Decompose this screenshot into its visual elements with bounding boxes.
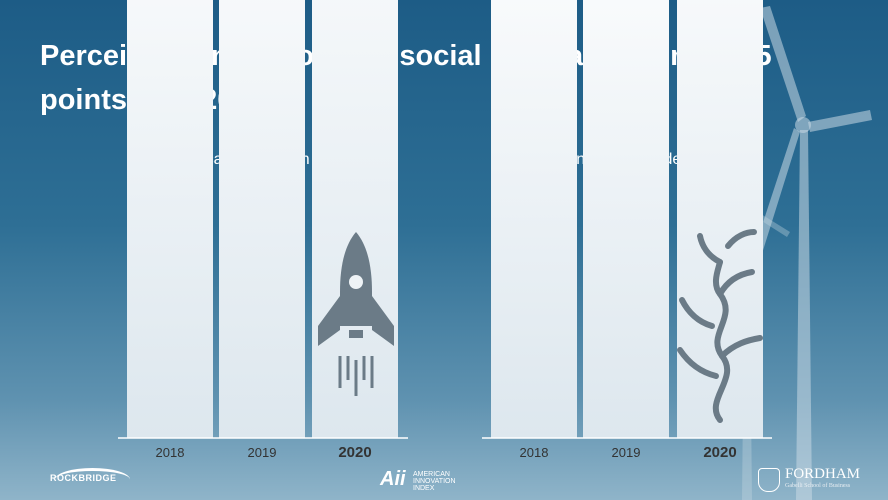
rockbridge-logo: ROCKBRIDGE xyxy=(50,473,117,483)
fordham-seal-icon xyxy=(758,468,780,492)
rockbridge-logo-arc xyxy=(55,468,130,491)
fordham-logo: FORDHAM xyxy=(785,466,861,482)
aii-logo-text: AMERICAN INNOVATION INDEX xyxy=(413,471,456,492)
rocket-icon xyxy=(318,232,394,396)
x-tick-label: 2019 xyxy=(248,445,277,460)
bar-2019 xyxy=(219,0,305,438)
plant-icon xyxy=(677,229,763,423)
aii-chart: American Innovation Index (Aii)64.620186… xyxy=(118,0,408,461)
bar-2018 xyxy=(127,0,213,438)
x-tick-label: 2019 xyxy=(612,445,641,460)
fordham-logo-subtitle: Gabelli School of Business xyxy=(785,483,851,489)
bar-2020 xyxy=(677,0,763,438)
bar-2019 xyxy=(583,0,669,438)
sii-chart: Social Innovation Index (Sii)59.0201858.… xyxy=(482,0,772,461)
bar-2018 xyxy=(491,0,577,438)
x-tick-label: 2018 xyxy=(156,445,185,460)
x-tick-label: 2018 xyxy=(520,445,549,460)
aii-logo: Aii xyxy=(380,468,406,490)
x-tick-label: 2020 xyxy=(703,444,736,461)
x-tick-label: 2020 xyxy=(338,444,371,461)
